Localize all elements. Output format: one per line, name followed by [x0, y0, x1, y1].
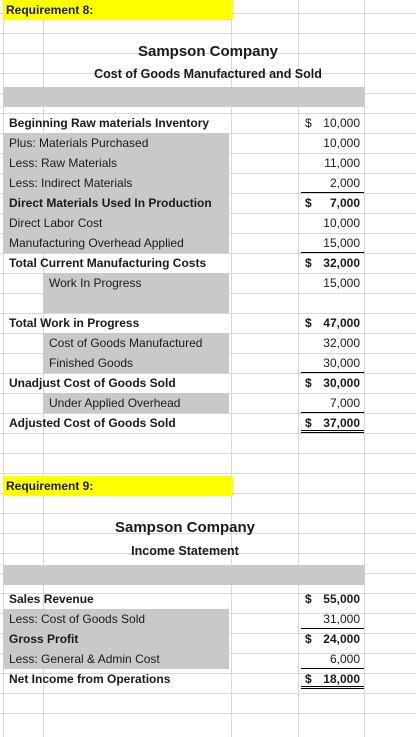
cgm-row-label[interactable]: Work In Progress — [49, 276, 142, 290]
is-value[interactable]: 6,000 — [301, 649, 364, 669]
cgm-row-label[interactable]: Less: Indirect Materials — [9, 176, 133, 190]
report-title-8: Cost of Goods Manufactured and Sold — [94, 67, 322, 81]
gridline — [0, 433, 416, 434]
company-title-8: Sampson Company — [137, 43, 279, 60]
cgm-value[interactable]: $37,000 — [301, 413, 364, 433]
shaded-block-2 — [3, 213, 229, 253]
gridline — [0, 693, 416, 694]
cgm-value[interactable]: 30,000 — [301, 353, 364, 373]
cgm-row-label[interactable]: Less: Raw Materials — [9, 156, 118, 170]
is-value[interactable]: 31,000 — [301, 609, 364, 629]
is-row-label[interactable]: Sales Revenue — [9, 592, 94, 606]
cgm-row-label[interactable]: Under Applied Overhead — [49, 396, 181, 410]
shaded-block-9 — [3, 609, 229, 669]
cgm-row-label[interactable]: Beginning Raw materials Inventory — [9, 116, 210, 130]
cgm-row-label[interactable]: Plus: Materials Purchased — [9, 136, 149, 150]
requirement-9-label[interactable]: Requirement 9: — [3, 476, 233, 496]
cgm-value[interactable]: 15,000 — [301, 233, 364, 253]
cgm-row-label[interactable]: Cost of Goods Manufactured — [49, 336, 203, 350]
gridline — [0, 473, 416, 474]
cgm-row-label[interactable]: Finished Goods — [49, 356, 134, 370]
shaded-header-band — [3, 87, 365, 107]
is-value[interactable]: $18,000 — [301, 669, 364, 689]
cgm-value[interactable]: 15,000 — [323, 276, 360, 290]
is-row-label[interactable]: Less: General & Admin Cost — [9, 652, 160, 666]
cgm-row-label[interactable]: Adjusted Cost of Goods Sold — [9, 416, 176, 430]
cgm-value[interactable]: $30,000 — [305, 376, 360, 390]
cgm-value[interactable]: $32,000 — [305, 256, 360, 270]
gridline — [0, 513, 416, 514]
is-row-label[interactable]: Net Income from Operations — [9, 672, 171, 686]
cgm-value[interactable]: 11,000 — [324, 156, 360, 170]
shaded-block-3 — [43, 273, 229, 313]
cgm-value[interactable]: $47,000 — [305, 316, 360, 330]
cgm-value[interactable]: 10,000 — [323, 136, 360, 150]
cgm-value[interactable]: $10,000 — [305, 116, 360, 130]
gridline — [0, 713, 416, 714]
cgm-row-label[interactable]: Direct Materials Used In Production — [9, 196, 212, 210]
is-row-label[interactable]: Less: Cost of Goods Sold — [9, 612, 146, 626]
is-row-label[interactable]: Gross Profit — [9, 632, 79, 646]
is-value[interactable]: $24,000 — [305, 632, 360, 646]
cgm-value[interactable]: 32,000 — [323, 336, 360, 350]
requirement-8-label[interactable]: Requirement 8: — [3, 0, 233, 20]
cgm-row-label[interactable]: Direct Labor Cost — [9, 216, 103, 230]
gridline — [0, 453, 416, 454]
cgm-value[interactable]: $7,000 — [305, 196, 360, 210]
cgm-value[interactable]: 2,000 — [301, 173, 364, 193]
gridline — [0, 33, 416, 34]
is-value[interactable]: $55,000 — [305, 592, 360, 606]
report-title-9: Income Statement — [131, 544, 239, 558]
cgm-value[interactable]: 10,000 — [323, 216, 360, 230]
cgm-value[interactable]: 7,000 — [301, 393, 364, 413]
cgm-row-label[interactable]: Total Current Manufacturing Costs — [9, 256, 207, 270]
cgm-row-label[interactable]: Manufacturing Overhead Applied — [9, 236, 184, 250]
shaded-block-5 — [43, 393, 229, 413]
cgm-row-label[interactable]: Total Work in Progress — [9, 316, 140, 330]
shaded-block-1 — [3, 133, 229, 213]
shaded-block-4 — [43, 333, 229, 373]
shaded-header-band-9 — [3, 565, 365, 585]
cgm-row-label[interactable]: Unadjust Cost of Goods Sold — [9, 376, 176, 390]
company-title-9: Sampson Company — [114, 519, 256, 536]
